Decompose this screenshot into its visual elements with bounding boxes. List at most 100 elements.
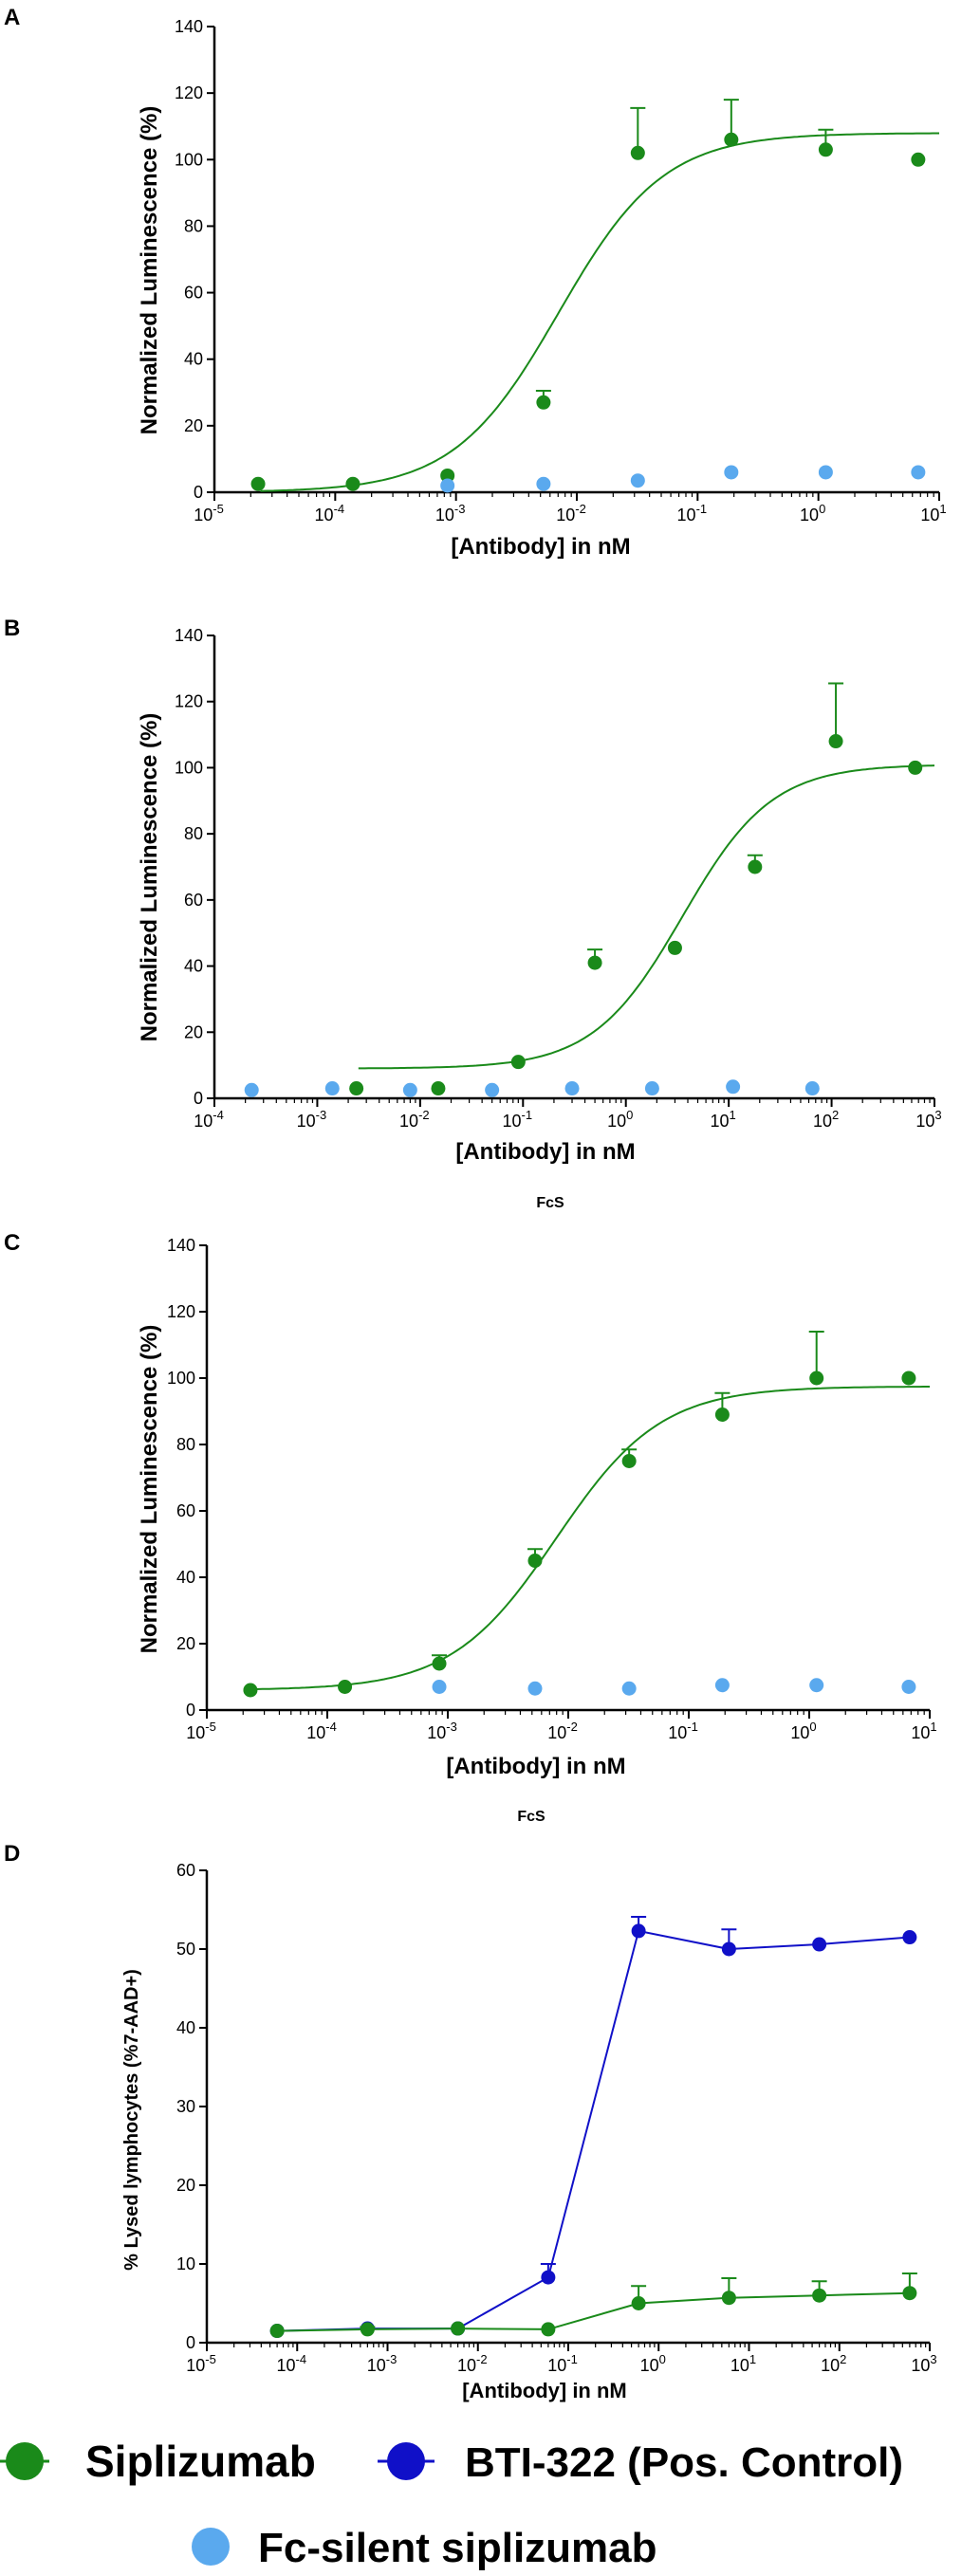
panel-d-x-tick-label: 103 xyxy=(911,2352,936,2375)
panel-a-y-tick-label: 60 xyxy=(184,284,203,303)
panel-a-fc-silent-siplizumab-point xyxy=(724,465,739,480)
panel-b-y-tick-label: 100 xyxy=(175,758,203,777)
panel-c-x-tick-label: 10-3 xyxy=(427,1720,457,1742)
panel-b-siplizumab-point xyxy=(349,1081,364,1096)
panel-a-y-axis-label: Normalized Luminescence (%) xyxy=(137,106,162,435)
panel-a-y-tick-label: 80 xyxy=(184,216,203,235)
panel-a-x-tick-label: 10-1 xyxy=(677,502,708,524)
panel-b-x-tick-label: 102 xyxy=(813,1108,839,1131)
panel-d-siplizumab-point xyxy=(269,2324,285,2339)
legend-siplizumab-label: Siplizumab xyxy=(85,2437,316,2486)
panel-b-x-axis-label: [Antibody] in nM xyxy=(455,1139,635,1165)
panel-d-y-tick-label: 40 xyxy=(176,2018,195,2037)
panel-d-x-axis-label: [Antibody] in nM xyxy=(462,2379,627,2402)
panel-c-x-tick-label: 10-1 xyxy=(668,1720,698,1742)
panel-b-fc-silent-siplizumab-point xyxy=(402,1082,417,1097)
panel-a-siplizumab-point xyxy=(250,476,266,491)
panel-b: B 0 20 40 60 80 100 120 140 10-4 10-3 10-2 10-1 100 1… xyxy=(4,616,942,1211)
panel-c-y-tick-label: 100 xyxy=(167,1369,195,1388)
panel-c-y-tick-label: 80 xyxy=(176,1435,195,1454)
panel-d-y-axis-label: % Lysed lymphocytes (%7-AAD+) xyxy=(121,1969,142,2271)
panel-a-siplizumab-fit-curve xyxy=(260,132,939,492)
panel-c-x-tick-label: 100 xyxy=(790,1720,816,1742)
panel-a-x-tick-label: 10-5 xyxy=(194,502,224,524)
panel-b-x-tick-label: 10-3 xyxy=(297,1108,327,1131)
panel-b-x-tick-label: 100 xyxy=(607,1108,633,1131)
panel-c-fc-silent-siplizumab-point xyxy=(809,1678,824,1693)
panel-c-siplizumab-point xyxy=(243,1683,258,1698)
panel-d-y-tick-label: 60 xyxy=(176,1861,195,1880)
panel-d-y-tick-label: 50 xyxy=(176,1940,195,1959)
panel-d-x-tick-label: 10-5 xyxy=(186,2352,216,2375)
panel-a-axes: 0 20 40 60 80 100 120 140 10-5 10-4 10-3 10-2 10-1 10… xyxy=(175,17,947,524)
panel-c-y-tick-label: 20 xyxy=(176,1634,195,1653)
panel-b-letter: B xyxy=(4,616,20,641)
panel-d-x-tick-label: 10-1 xyxy=(547,2352,578,2375)
panel-a-y-tick-label: 120 xyxy=(175,83,203,102)
panel-b-siplizumab-fit-curve xyxy=(358,764,935,1070)
panel-c-x-tick-label: 10-4 xyxy=(306,1720,337,1742)
panel-c-siplizumab-point xyxy=(809,1371,824,1386)
panel-d-bti-322-pos-control-point xyxy=(902,1930,917,1945)
panel-a-x-tick-label: 10-4 xyxy=(315,502,345,524)
panel-a-x-axis-label: [Antibody] in nM xyxy=(451,534,630,560)
legend-siplizumab-marker xyxy=(6,2442,44,2480)
legend-bti322-label: BTI-322 (Pos. Control) xyxy=(465,2439,903,2486)
panel-c-axes: 0 20 40 60 80 100 120 140 10-5 10-4 10-3 10-2 10-1 10… xyxy=(167,1236,937,1742)
panel-a-x-tick-label: 101 xyxy=(920,502,946,524)
panel-d-x-tick-label: 10-2 xyxy=(457,2352,488,2375)
panel-b-fc-silent-siplizumab-point xyxy=(324,1081,340,1096)
panel-d-y-tick-label: 20 xyxy=(176,2176,195,2195)
panel-b-fc-silent-siplizumab-point xyxy=(564,1081,580,1096)
panel-b-x-tick-label: 10-1 xyxy=(502,1108,532,1131)
panel-a-fc-silent-siplizumab-point xyxy=(440,478,455,493)
panel-a-x-tick-label: 10-2 xyxy=(556,502,586,524)
panel-c-x-tick-label: 101 xyxy=(911,1720,936,1742)
panel-b-y-tick-label: 60 xyxy=(184,891,203,910)
panel-d-bti-322-pos-control-point xyxy=(812,1937,827,1952)
panel-b-x-tick-label: 101 xyxy=(711,1108,736,1131)
panel-d-y-tick-label: 10 xyxy=(176,2254,195,2273)
panel-b-fc-silent-siplizumab-point xyxy=(485,1082,500,1097)
panel-a-siplizumab-point xyxy=(818,142,833,157)
panel-b-y-tick-label: 120 xyxy=(175,692,203,711)
panel-b-fc-silent-siplizumab-point xyxy=(644,1081,659,1096)
panel-b-y-tick-label: 140 xyxy=(175,626,203,645)
panel-b-fc-silent-siplizumab-point xyxy=(804,1081,820,1096)
panel-b-caption: FcS xyxy=(536,1195,564,1211)
panel-a-siplizumab-point xyxy=(630,145,645,160)
panel-d-bti-322-pos-control-point xyxy=(631,1923,646,1939)
panel-b-fc-silent-siplizumab-point xyxy=(244,1082,259,1097)
panel-a-siplizumab-point xyxy=(724,132,739,147)
panel-c: C 0 20 40 60 80 100 120 140 10-5 10-4 10-3 10-2 10-1… xyxy=(4,1230,937,1825)
panel-d-siplizumab-point xyxy=(541,2322,556,2337)
panel-a-x-tick-label: 100 xyxy=(800,502,825,524)
panel-c-fc-silent-siplizumab-point xyxy=(527,1681,543,1696)
panel-b-y-axis-label: Normalized Luminescence (%) xyxy=(137,713,162,1042)
panel-a-y-tick-label: 140 xyxy=(175,17,203,36)
legend-bti322-marker xyxy=(387,2442,425,2480)
panel-b-axes: 0 20 40 60 80 100 120 140 10-4 10-3 10-2 10-1 100 101… xyxy=(175,626,942,1131)
panel-c-x-tick-label: 10-5 xyxy=(186,1720,216,1742)
panel-c-y-tick-label: 40 xyxy=(176,1568,195,1587)
panel-a-fc-silent-siplizumab-point xyxy=(630,473,645,488)
panel-c-letter: C xyxy=(4,1230,20,1256)
panel-d-siplizumab-point xyxy=(812,2288,827,2303)
panel-d: D 0 10 20 30 40 50 60 10-5 10-4 10-3 10-2 10-1 100 10… xyxy=(4,1841,937,2402)
legend-item-fc-silent: Fc-silent siplizumab xyxy=(192,2525,657,2571)
panel-d-siplizumab-point xyxy=(902,2286,917,2301)
panel-d-siplizumab-line xyxy=(277,2291,910,2332)
panel-c-fc-silent-siplizumab-point xyxy=(901,1680,916,1694)
panel-c-y-tick-label: 60 xyxy=(176,1501,195,1520)
panel-d-siplizumab-point xyxy=(360,2322,375,2337)
panel-a-x-tick-label: 10-3 xyxy=(435,502,466,524)
panel-a-y-tick-label: 20 xyxy=(184,416,203,435)
panel-c-siplizumab-point xyxy=(432,1656,447,1671)
panel-b-x-tick-label: 10-4 xyxy=(194,1108,224,1131)
panel-b-siplizumab-point xyxy=(828,734,843,749)
panel-a-siplizumab-point xyxy=(536,395,551,410)
panel-b-siplizumab-point xyxy=(587,955,602,970)
panel-d-bti-322-pos-control-line xyxy=(277,1929,910,2332)
legend: Siplizumab BTI-322 (Pos. Control) Fc-sil… xyxy=(0,2437,903,2571)
